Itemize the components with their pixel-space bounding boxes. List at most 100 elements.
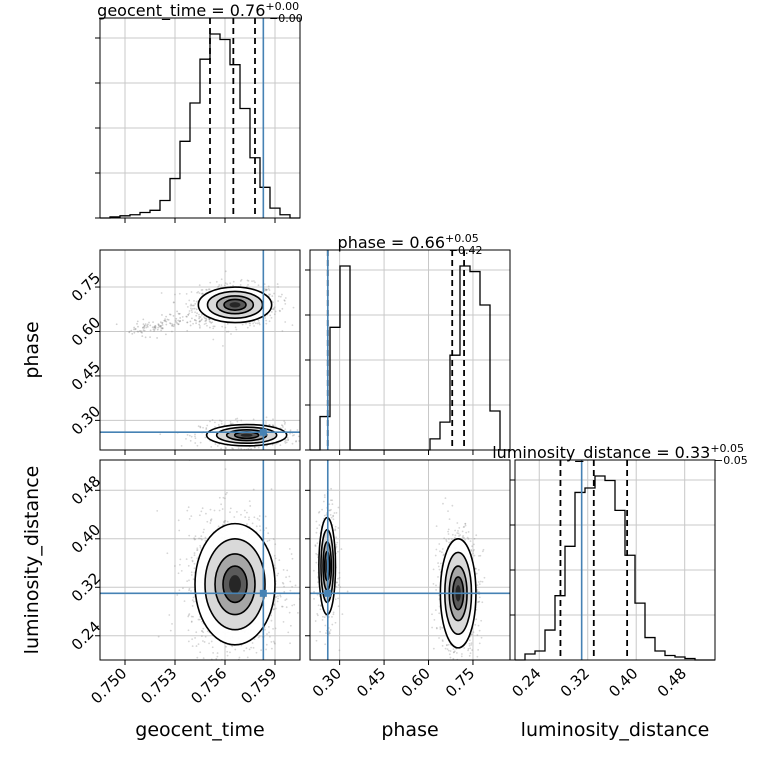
sample-point (283, 423, 286, 425)
sample-point (224, 270, 227, 273)
sample-point (288, 575, 291, 578)
sample-point (335, 581, 338, 584)
sample-point (248, 516, 250, 519)
sample-point (447, 528, 450, 531)
sample-point (204, 635, 207, 638)
sample-point (269, 293, 272, 296)
sample-point (438, 637, 440, 639)
sample-point (275, 442, 278, 445)
sample-point (161, 324, 164, 326)
sample-point (136, 320, 139, 323)
sample-point (481, 550, 484, 553)
sample-point (236, 690, 238, 692)
sample-point (479, 554, 482, 557)
sample-point (274, 596, 277, 598)
sample-point (462, 534, 465, 537)
sample-point (282, 568, 285, 571)
sample-point (218, 284, 221, 286)
y-tick-label: 0.40 (68, 521, 104, 557)
sample-point (437, 576, 439, 578)
sample-point (225, 330, 228, 333)
sample-point (224, 447, 227, 450)
sample-point (192, 596, 195, 599)
sample-point (185, 292, 188, 295)
sample-point (205, 288, 208, 291)
title-sup: +0.05 (710, 442, 744, 455)
sample-point (469, 540, 472, 543)
sample-point (193, 299, 195, 302)
sample-point (199, 666, 201, 668)
sample-point (191, 599, 194, 602)
sample-point (441, 626, 444, 629)
sample-point (338, 571, 341, 574)
sample-point (437, 565, 440, 568)
sample-point (224, 493, 227, 496)
sample-point (332, 518, 335, 521)
sample-point (190, 621, 193, 623)
sample-point (456, 669, 458, 671)
sample-point (338, 649, 341, 652)
sample-point (314, 545, 317, 547)
sample-point (272, 640, 275, 643)
sample-point (473, 543, 475, 546)
sample-point (445, 538, 448, 541)
sample-point (269, 314, 272, 317)
sample-point (194, 442, 197, 444)
sample-point (279, 295, 282, 298)
sample-point (451, 533, 454, 536)
sample-point (276, 574, 279, 577)
sample-point (202, 426, 204, 429)
sample-point (315, 531, 318, 534)
sample-point (272, 418, 274, 421)
sample-point (201, 292, 204, 295)
sample-point (475, 534, 478, 537)
sample-point (202, 631, 205, 634)
sample-point (458, 535, 460, 537)
scatter-panel-phase-luminosity_distance (305, 459, 511, 671)
sample-point (281, 330, 284, 332)
sample-point (247, 280, 250, 282)
sample-point (199, 544, 202, 547)
sample-point (169, 322, 171, 325)
sample-point (179, 319, 181, 322)
sample-point (159, 325, 161, 328)
sample-point (335, 511, 338, 514)
sample-point (477, 591, 479, 593)
sample-point (186, 509, 189, 512)
sample-point (226, 650, 229, 653)
sample-point (278, 295, 280, 298)
sample-point (131, 332, 134, 335)
sample-point (240, 447, 243, 450)
sample-point (314, 437, 316, 439)
sample-point (171, 324, 174, 327)
sample-point (195, 314, 198, 317)
sample-point (210, 518, 213, 521)
sample-point (274, 567, 277, 570)
sample-point (193, 562, 196, 565)
sample-point (153, 326, 156, 329)
y-tick-label: 0.24 (68, 618, 104, 654)
sample-point (454, 661, 456, 663)
sample-point (193, 538, 196, 541)
sample-point (264, 317, 267, 319)
sample-point (224, 468, 227, 471)
sample-point (246, 656, 249, 659)
sample-point (258, 322, 261, 324)
sample-point (339, 586, 342, 588)
title-sup: +0.00 (265, 0, 299, 13)
sample-point (201, 507, 204, 510)
sample-point (252, 646, 255, 649)
sample-point (193, 307, 196, 310)
sample-point (249, 322, 251, 325)
sample-point (281, 293, 283, 296)
sample-point (169, 313, 172, 316)
sample-point (331, 503, 334, 506)
sample-point (233, 516, 236, 518)
sample-point (253, 446, 256, 449)
sample-point (178, 312, 181, 315)
sample-point (435, 627, 438, 630)
sample-point (464, 538, 466, 541)
sample-point (182, 587, 184, 590)
sample-point (142, 326, 144, 329)
sample-point (212, 325, 215, 328)
